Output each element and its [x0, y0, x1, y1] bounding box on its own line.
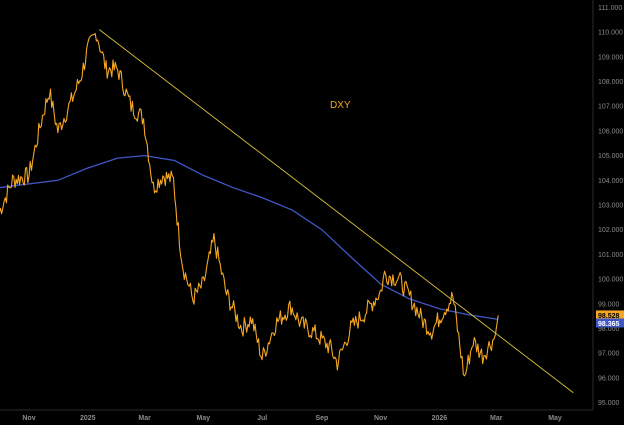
y-tick-label: 97.000 [598, 351, 620, 358]
y-tick-label: 107.000 [598, 104, 623, 111]
y-tick-label: 99.000 [598, 301, 620, 308]
y-tick-label: 96.000 [598, 375, 620, 382]
y-tick-label: 102.000 [598, 227, 623, 234]
y-tick-label: 106.000 [598, 128, 623, 135]
x-axis[interactable]: Nov 2025 Mar May Jul Sep Nov 2026 Mar May [0, 409, 593, 422]
y-tick-label: 109.000 [598, 54, 623, 61]
x-tick-label: 2025 [80, 415, 96, 422]
moving-average-line [0, 154, 499, 321]
ma-tag-background [596, 318, 624, 328]
x-tick-label: Nov [22, 415, 35, 422]
y-tick-label: 103.000 [598, 203, 623, 210]
downtrend-line [99, 29, 574, 394]
x-tick-label: Nov [374, 415, 387, 422]
y-tick-label: 110.000 [598, 30, 623, 37]
x-tick-label: May [548, 415, 562, 422]
ma-tag: 98.365 [596, 318, 624, 328]
price-line [0, 33, 499, 377]
y-tick-label: 104.000 [598, 178, 623, 185]
y-axis[interactable]: 111.000 110.000 109.000 108.000 107.000 106.0… [592, 0, 624, 410]
y-tick-label: 98.000 [598, 326, 620, 333]
x-tick-label: May [197, 415, 211, 422]
price-tag-background [596, 310, 624, 320]
x-tick-label: Mar [138, 415, 151, 422]
y-tick-label: 101.000 [598, 252, 623, 259]
x-tick-label: 2026 [432, 415, 448, 422]
price-tag-label: 98.528 [598, 313, 620, 320]
y-tick-label: 108.000 [598, 79, 623, 86]
plot-area[interactable] [0, 29, 574, 394]
price-tag: 98.528 [596, 310, 624, 320]
y-tick-label: 100.000 [598, 277, 623, 284]
y-tick-labels: 111.000 110.000 109.000 108.000 107.000 106.0… [598, 5, 623, 407]
x-tick-label: Sep [315, 415, 328, 422]
series-annotation: DXY [330, 100, 351, 111]
ma-tag-label: 98.365 [598, 321, 620, 328]
y-tick-label: 105.000 [598, 153, 623, 160]
y-tick-label: 95.000 [598, 400, 620, 407]
x-tick-labels: Nov 2025 Mar May Jul Sep Nov 2026 Mar May [22, 415, 562, 422]
x-tick-label: Jul [257, 415, 267, 422]
y-tick-label: 111.000 [598, 5, 622, 12]
x-tick-label: Mar [490, 415, 503, 422]
